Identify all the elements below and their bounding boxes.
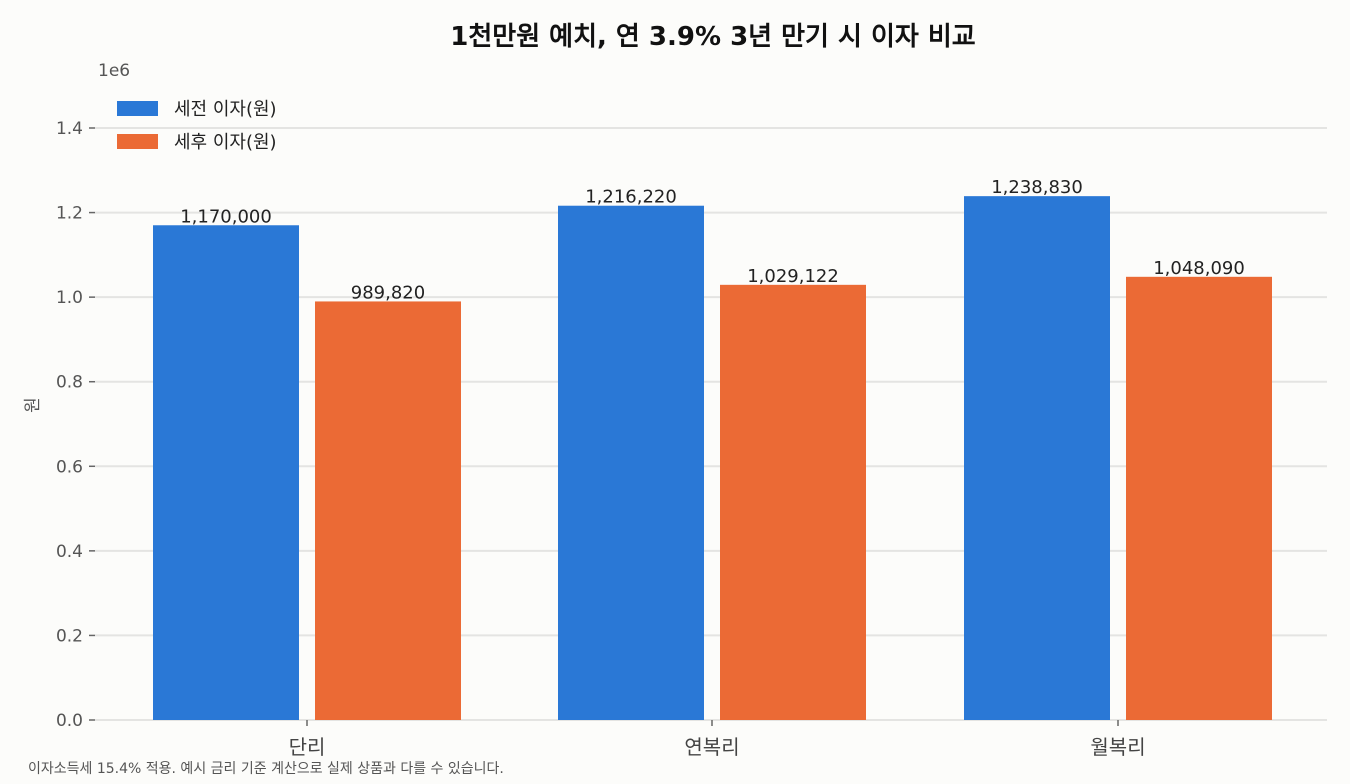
y-tick-label: 0.2 xyxy=(56,626,83,646)
y-tick-label: 0.4 xyxy=(56,542,83,562)
bar-value-label: 1,238,830 xyxy=(991,177,1083,198)
legend-swatch xyxy=(117,134,158,149)
axes: 1천만원 예치, 연 3.9% 3년 만기 시 이자 비교 1e6 원 이자소득… xyxy=(23,22,1146,777)
bar-value-label: 989,820 xyxy=(351,282,425,303)
bar-aftertax-2 xyxy=(1126,276,1272,720)
y-axis-label: 원 xyxy=(23,397,43,413)
x-tick-label: 단리 xyxy=(289,735,326,759)
chart-title: 1천만원 예치, 연 3.9% 3년 만기 시 이자 비교 xyxy=(450,22,975,52)
y-tick-label: 1.4 xyxy=(56,119,83,139)
bars: 1,170,000 989,820 1,216,220 1,029,122 1,238,… xyxy=(153,177,1272,721)
legend-label: 세전 이자(원) xyxy=(174,99,277,120)
y-axis-offset-label: 1e6 xyxy=(98,61,130,81)
bar-aftertax-0 xyxy=(315,301,461,720)
gridlines xyxy=(95,127,1327,721)
bar-value-label: 1,216,220 xyxy=(585,187,677,208)
bar-value-label: 1,029,122 xyxy=(747,266,839,287)
y-tick-label: 0.6 xyxy=(56,457,83,477)
legend-swatch xyxy=(117,101,158,116)
x-tick-label: 월복리 xyxy=(1090,735,1145,759)
bar-value-label: 1,170,000 xyxy=(180,206,272,227)
bar-value-label: 1,048,090 xyxy=(1153,258,1245,279)
y-tick-label: 0.8 xyxy=(56,373,83,393)
bar-pretax-1 xyxy=(558,205,704,720)
y-tick-label: 0.0 xyxy=(56,711,83,731)
bar-aftertax-1 xyxy=(720,284,866,720)
legend-label: 세후 이자(원) xyxy=(174,132,277,153)
bar-pretax-2 xyxy=(964,196,1110,721)
y-tick-label: 1.2 xyxy=(56,204,83,224)
x-tick-label: 연복리 xyxy=(684,735,739,759)
footnote: 이자소득세 15.4% 적용. 예시 금리 기준 계산으로 실제 상품과 다를 … xyxy=(28,761,504,777)
legend: 세전 이자(원) 세후 이자(원) xyxy=(117,99,277,153)
bar-pretax-0 xyxy=(153,225,299,720)
y-tick-label: 1.0 xyxy=(56,288,83,308)
